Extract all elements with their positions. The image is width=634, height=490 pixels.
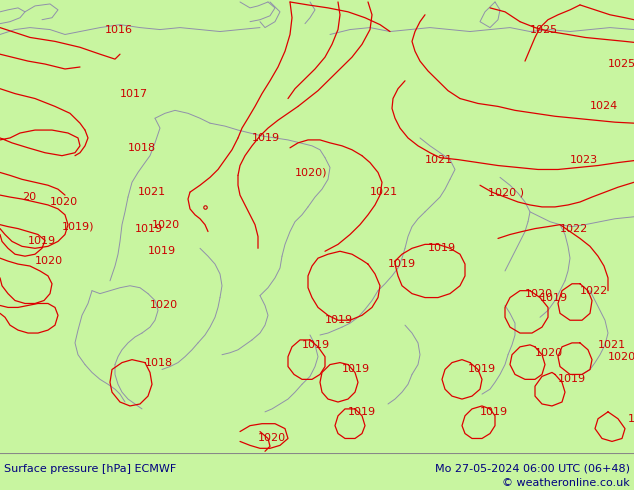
Text: 1020: 1020 bbox=[152, 220, 180, 230]
Text: 1019: 1019 bbox=[388, 259, 416, 269]
Text: 1019: 1019 bbox=[468, 365, 496, 374]
Text: Surface pressure [hPa] ECMWF: Surface pressure [hPa] ECMWF bbox=[4, 464, 176, 473]
Text: 1019: 1019 bbox=[428, 244, 456, 253]
Text: 1019: 1019 bbox=[148, 246, 176, 256]
Text: 1020: 1020 bbox=[608, 352, 634, 362]
Text: 1018: 1018 bbox=[628, 414, 634, 424]
Text: 1025: 1025 bbox=[608, 59, 634, 69]
Text: 20: 20 bbox=[22, 192, 36, 202]
Text: 1019: 1019 bbox=[28, 236, 56, 246]
Text: 1019: 1019 bbox=[540, 293, 568, 302]
Text: 1019: 1019 bbox=[252, 133, 280, 143]
Text: 1019: 1019 bbox=[342, 365, 370, 374]
Text: 1016: 1016 bbox=[105, 24, 133, 35]
Text: 1022: 1022 bbox=[580, 286, 608, 295]
Text: 1019: 1019 bbox=[325, 315, 353, 325]
Text: 1021: 1021 bbox=[138, 187, 166, 197]
Text: 1021: 1021 bbox=[425, 155, 453, 165]
Text: 1020: 1020 bbox=[35, 256, 63, 266]
Text: 1018: 1018 bbox=[128, 143, 156, 153]
Text: 1021: 1021 bbox=[598, 340, 626, 350]
Text: 1019: 1019 bbox=[480, 407, 508, 417]
Text: 1018: 1018 bbox=[145, 358, 173, 368]
Text: 1019: 1019 bbox=[348, 407, 376, 417]
Text: 1019): 1019) bbox=[62, 221, 94, 232]
Text: 1020 ): 1020 ) bbox=[488, 187, 524, 197]
Text: Mo 27-05-2024 06:00 UTC (06+48): Mo 27-05-2024 06:00 UTC (06+48) bbox=[435, 464, 630, 473]
Text: 1023: 1023 bbox=[570, 155, 598, 165]
Text: © weatheronline.co.uk: © weatheronline.co.uk bbox=[502, 478, 630, 488]
Text: 1019: 1019 bbox=[302, 340, 330, 350]
Text: 1021: 1021 bbox=[370, 187, 398, 197]
Text: 1020: 1020 bbox=[535, 348, 563, 358]
Text: 1020: 1020 bbox=[150, 300, 178, 311]
Text: 1019: 1019 bbox=[558, 374, 586, 384]
Text: 1022: 1022 bbox=[560, 223, 588, 234]
Text: 1024: 1024 bbox=[590, 101, 618, 111]
Text: 1019: 1019 bbox=[135, 223, 163, 234]
Text: 1020): 1020) bbox=[295, 168, 328, 177]
Text: 1025: 1025 bbox=[530, 24, 558, 35]
Text: 1020: 1020 bbox=[525, 289, 553, 298]
Text: 1017: 1017 bbox=[120, 89, 148, 98]
Text: 1020: 1020 bbox=[258, 434, 286, 443]
Text: 1020: 1020 bbox=[50, 197, 78, 207]
